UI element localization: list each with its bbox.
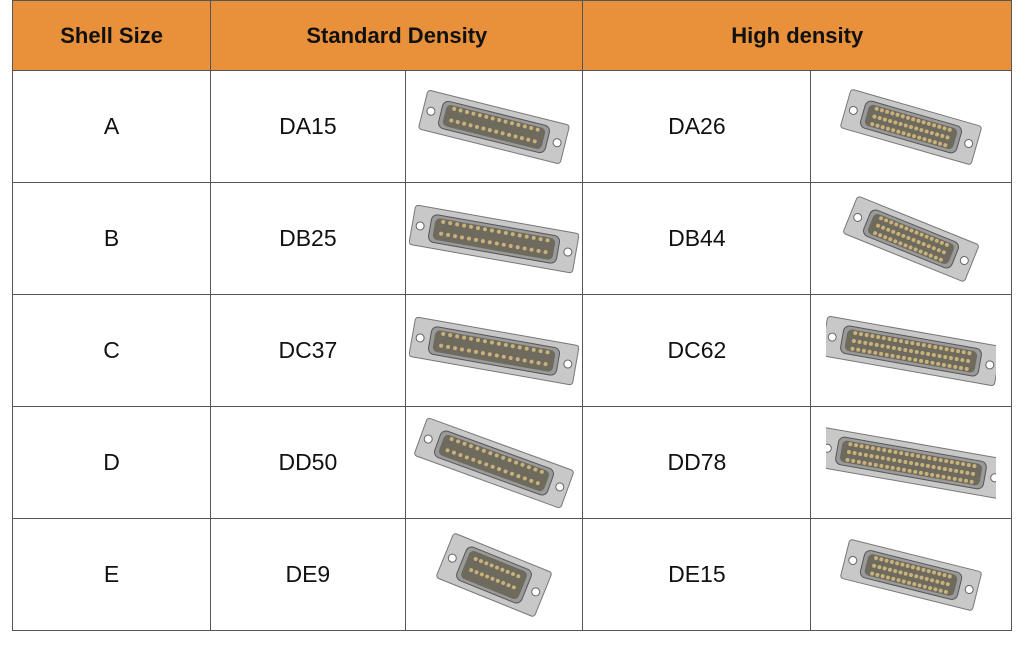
table-row: D DD50 DD78	[11, 406, 1012, 519]
header-shell-size: Shell Size	[11, 0, 212, 71]
shell-size-cell: C	[11, 294, 212, 407]
connector-image	[436, 532, 552, 617]
standard-density-cell: DB25	[210, 182, 406, 295]
shell-size-cell: B	[11, 182, 212, 295]
shell-size-cell: D	[11, 406, 212, 519]
standard-density-cell: DD50	[210, 406, 406, 519]
standard-density-cell: DA15	[210, 70, 406, 183]
table-row: C DC37 DC62	[11, 294, 1012, 407]
high-image-cell	[810, 518, 1012, 631]
standard-image-cell	[404, 182, 584, 295]
standard-image-cell	[404, 406, 584, 519]
connector-image	[414, 417, 574, 508]
header-high-density: High density	[582, 0, 1012, 71]
table-row: B DB25 DB44	[11, 182, 1012, 295]
table-row: E DE9 DE15	[11, 518, 1012, 631]
connector-image	[826, 315, 997, 386]
high-image-cell	[810, 70, 1012, 183]
high-density-cell: DC62	[582, 294, 812, 407]
high-image-cell	[810, 294, 1012, 407]
shell-size-cell: E	[11, 518, 212, 631]
standard-image-cell	[404, 518, 584, 631]
connector-image	[408, 316, 579, 385]
connector-image	[840, 88, 982, 165]
connector-table: Shell Size Standard Density High density…	[11, 0, 1012, 631]
high-density-cell: DE15	[582, 518, 812, 631]
connector-image	[418, 89, 570, 164]
high-density-cell: DA26	[582, 70, 812, 183]
connector-image	[826, 426, 997, 499]
high-image-cell	[810, 406, 1012, 519]
high-density-cell: DB44	[582, 182, 812, 295]
table-row: A DA15 DA26	[11, 70, 1012, 183]
connector-image	[843, 195, 979, 282]
shell-size-cell: A	[11, 70, 212, 183]
standard-image-cell	[404, 70, 584, 183]
high-density-cell: DD78	[582, 406, 812, 519]
standard-density-cell: DE9	[210, 518, 406, 631]
header-standard-density: Standard Density	[210, 0, 584, 71]
connector-image	[408, 204, 579, 273]
standard-density-cell: DC37	[210, 294, 406, 407]
header-row: Shell Size Standard Density High density	[11, 0, 1012, 71]
connector-image	[840, 538, 982, 611]
standard-image-cell	[404, 294, 584, 407]
high-image-cell	[810, 182, 1012, 295]
